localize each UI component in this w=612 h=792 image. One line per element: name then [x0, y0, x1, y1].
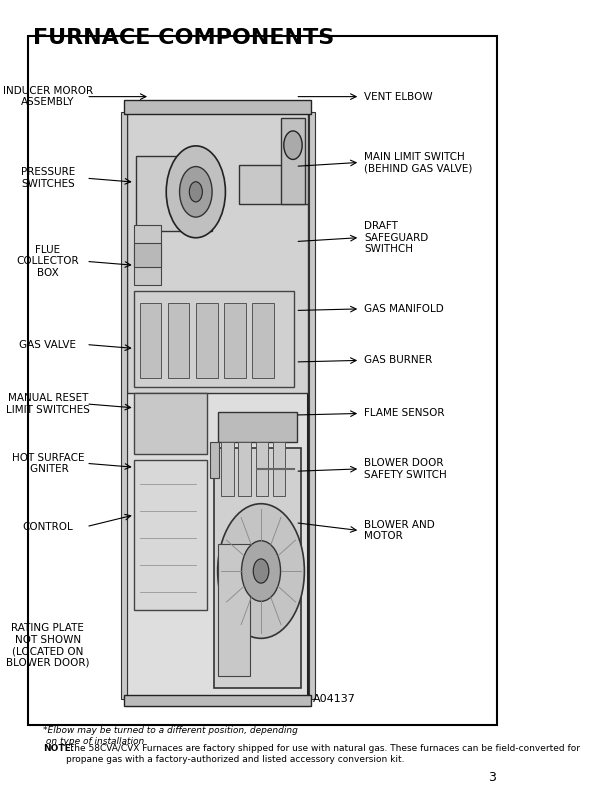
Text: RATING PLATE
NOT SHOWN
(LOCATED ON
BLOWER DOOR): RATING PLATE NOT SHOWN (LOCATED ON BLOWE… [6, 623, 90, 668]
Text: CONTROL: CONTROL [23, 522, 73, 531]
Circle shape [179, 166, 212, 217]
Text: NOTE:: NOTE: [43, 744, 74, 753]
Bar [221, 442, 234, 496]
Bar [217, 544, 250, 676]
Bar [309, 112, 315, 699]
Text: GAS VALVE: GAS VALVE [20, 340, 76, 349]
Text: MAIN LIMIT SWITCH
(BEHIND GAS VALVE): MAIN LIMIT SWITCH (BEHIND GAS VALVE) [364, 151, 472, 173]
Bar [239, 442, 251, 496]
Text: GAS MANIFOLD: GAS MANIFOLD [364, 304, 444, 314]
Bar [124, 695, 311, 706]
Text: FLUE
COLLECTOR
BOX: FLUE COLLECTOR BOX [17, 245, 79, 278]
Circle shape [189, 181, 203, 202]
Circle shape [253, 559, 269, 583]
Text: PRESSURE
SWITCHES: PRESSURE SWITCHES [21, 167, 75, 189]
Text: The 58CVA/CVX Furnaces are factory shipped for use with natural gas. These furna: The 58CVA/CVX Furnaces are factory shipp… [66, 744, 580, 763]
Bar [214, 447, 301, 688]
Text: BLOWER AND
MOTOR: BLOWER AND MOTOR [364, 520, 435, 542]
Text: DRAFT
SAFEGUARD
SWITHCH: DRAFT SAFEGUARD SWITHCH [364, 221, 428, 254]
Circle shape [166, 146, 225, 238]
Bar [28, 36, 497, 725]
Circle shape [284, 131, 302, 159]
Bar [211, 442, 219, 478]
Text: A04137: A04137 [313, 694, 356, 703]
Text: 3: 3 [488, 771, 496, 784]
Bar [136, 156, 212, 231]
Bar [224, 303, 245, 379]
Bar [134, 291, 294, 387]
Bar [134, 243, 162, 267]
Bar [239, 165, 308, 204]
Bar [134, 459, 207, 610]
Bar [217, 412, 297, 442]
Bar [121, 112, 127, 699]
Bar [256, 442, 268, 496]
Text: FLAME SENSOR: FLAME SENSOR [364, 409, 445, 418]
Bar [196, 303, 217, 379]
Circle shape [242, 541, 280, 601]
Text: *Elbow may be turned to a different position, depending
 on type of installation: *Elbow may be turned to a different posi… [43, 726, 297, 745]
Bar [127, 105, 308, 394]
Text: BLOWER DOOR
SAFETY SWITCH: BLOWER DOOR SAFETY SWITCH [364, 458, 447, 480]
Text: VENT ELBOW: VENT ELBOW [364, 92, 433, 101]
Text: FURNACE COMPONENTS: FURNACE COMPONENTS [32, 28, 334, 48]
Circle shape [218, 504, 304, 638]
Bar [127, 105, 308, 706]
Bar [140, 303, 162, 379]
Bar [168, 303, 190, 379]
Text: HOT SURFACE
IGNITER: HOT SURFACE IGNITER [12, 452, 84, 474]
Text: GAS BURNER: GAS BURNER [364, 356, 433, 365]
Bar [134, 225, 162, 285]
Bar [273, 442, 285, 496]
Bar [124, 100, 311, 114]
Bar [280, 118, 305, 204]
Text: MANUAL RESET
LIMIT SWITCHES: MANUAL RESET LIMIT SWITCHES [6, 393, 90, 415]
Text: INDUCER MOROR
ASSEMBLY: INDUCER MOROR ASSEMBLY [3, 86, 93, 108]
Bar [252, 303, 274, 379]
Bar [134, 394, 207, 454]
